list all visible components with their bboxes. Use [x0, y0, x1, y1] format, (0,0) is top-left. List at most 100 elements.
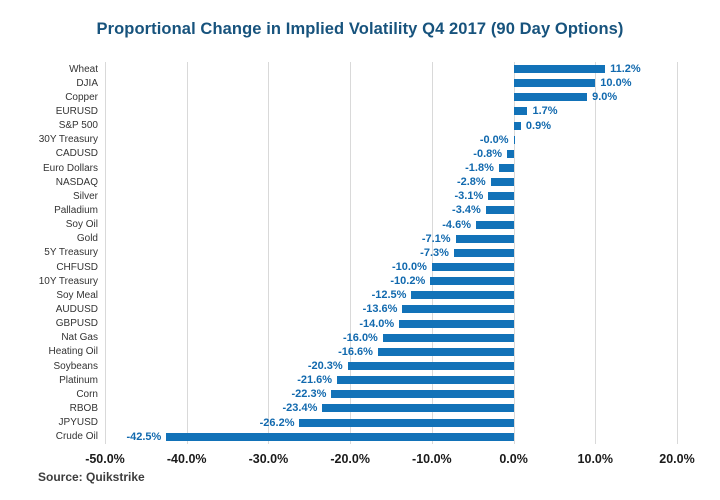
category-label: 10Y Treasury [38, 275, 98, 287]
bar [513, 107, 528, 116]
value-label: -7.1% [421, 232, 451, 245]
bar-row: -14.0% [105, 317, 677, 331]
bar-row: -21.6% [105, 373, 677, 387]
bar-row: -10.0% [105, 260, 677, 274]
bar [430, 277, 514, 286]
bar [402, 305, 514, 314]
bar [490, 178, 514, 187]
x-tick-label: -40.0% [166, 452, 207, 466]
bar [513, 93, 588, 102]
category-label: Platinum [59, 374, 98, 386]
bar-row: -4.6% [105, 218, 677, 232]
category-label: S&P 500 [58, 120, 98, 132]
bar-row: -16.0% [105, 331, 677, 345]
gridline [431, 62, 433, 444]
bar-row: -7.1% [105, 232, 677, 246]
plot-area: 11.2% 10.0% 9.0% 1.7% 0.9% -0.0% -0.8% -1.8% -2.… [105, 62, 678, 444]
category-label: AUDUSD [55, 303, 98, 315]
x-tick-label: -30.0% [248, 452, 289, 466]
bar [485, 206, 514, 215]
bar-row: -16.6% [105, 345, 677, 359]
bar-row: -42.5% [105, 430, 677, 444]
source-note: Source: Quikstrike [38, 470, 145, 484]
category-label: Gold [76, 233, 98, 245]
bar-row: 11.2% [105, 62, 677, 76]
bar-row: -3.4% [105, 203, 677, 217]
value-label: 9.0% [592, 91, 618, 104]
bar-row: -0.8% [105, 147, 677, 161]
value-label: -2.8% [456, 176, 486, 189]
x-tick-label: 20.0% [659, 452, 695, 466]
category-label: Euro Dollars [42, 162, 98, 174]
bar-row: -12.5% [105, 288, 677, 302]
category-axis: Wheat DJIA Copper EURUSD S&P 500 30Y Treasury… [0, 62, 98, 444]
bar [382, 333, 514, 342]
gridline [513, 62, 515, 444]
bar [498, 164, 514, 173]
gridline [677, 62, 678, 444]
bar [513, 121, 521, 130]
bar [299, 418, 514, 427]
category-label: Crude Oil [55, 431, 98, 443]
category-label: Soy Meal [56, 289, 98, 301]
value-label: -13.6% [362, 303, 398, 316]
category-label: DJIA [76, 77, 98, 89]
bar [475, 220, 514, 229]
gridline [186, 62, 188, 444]
bar [431, 263, 514, 272]
value-label: -0.0% [479, 133, 509, 146]
bar [513, 135, 516, 144]
category-label: GBPUSD [55, 318, 98, 330]
bar-row: -26.2% [105, 416, 677, 430]
bar-row: -23.4% [105, 401, 677, 415]
bar-row: -13.6% [105, 302, 677, 316]
category-label: JPYUSD [58, 417, 98, 429]
bar-row: -7.3% [105, 246, 677, 260]
value-label: -3.1% [454, 190, 484, 203]
gridline [268, 62, 270, 444]
bar [455, 234, 514, 243]
bar [513, 65, 606, 74]
value-label: 10.0% [600, 77, 632, 90]
bar-row: -10.2% [105, 274, 677, 288]
value-label: -14.0% [359, 317, 395, 330]
x-tick-label: -50.0% [85, 452, 125, 466]
value-label: -26.2% [259, 416, 295, 429]
category-label: 30Y Treasury [38, 134, 98, 146]
value-label: -3.4% [452, 204, 481, 217]
value-label: -7.3% [420, 246, 449, 259]
value-label: -42.5% [126, 430, 162, 443]
bar-row: 10.0% [105, 76, 677, 90]
x-tick-label: -10.0% [412, 452, 452, 466]
category-label: EURUSD [55, 105, 98, 117]
bar [377, 347, 514, 356]
bar [322, 404, 514, 413]
bar [399, 319, 514, 328]
chart-title: Proportional Change in Implied Volatilit… [96, 20, 624, 38]
bar [347, 362, 514, 371]
category-label: Palladium [54, 204, 98, 216]
category-label: CHFUSD [56, 261, 98, 273]
value-label: -22.3% [291, 388, 327, 401]
category-label: RBOB [69, 402, 98, 414]
category-label: Nat Gas [61, 332, 98, 344]
value-label: -0.8% [473, 147, 503, 160]
category-label: Wheat [69, 63, 98, 75]
value-label: 11.2% [610, 63, 641, 76]
bar-row: 9.0% [105, 90, 677, 104]
bar [488, 192, 514, 201]
gridline [595, 62, 597, 444]
value-label: 0.9% [525, 119, 551, 132]
value-label: -12.5% [371, 289, 407, 302]
bar-row: 0.9% [105, 119, 677, 133]
bar [331, 390, 514, 399]
category-label: NASDAQ [55, 176, 98, 188]
bar-row: -1.8% [105, 161, 677, 175]
value-label: -21.6% [297, 374, 333, 387]
x-axis: -50.0% -40.0% -30.0% -20.0% -10.0% 0.0% 10.0% 2… [85, 450, 695, 470]
value-label: -16.0% [342, 331, 378, 344]
category-label: Silver [72, 190, 98, 202]
category-label: CADUSD [55, 148, 98, 160]
value-label: 1.7% [532, 105, 558, 118]
